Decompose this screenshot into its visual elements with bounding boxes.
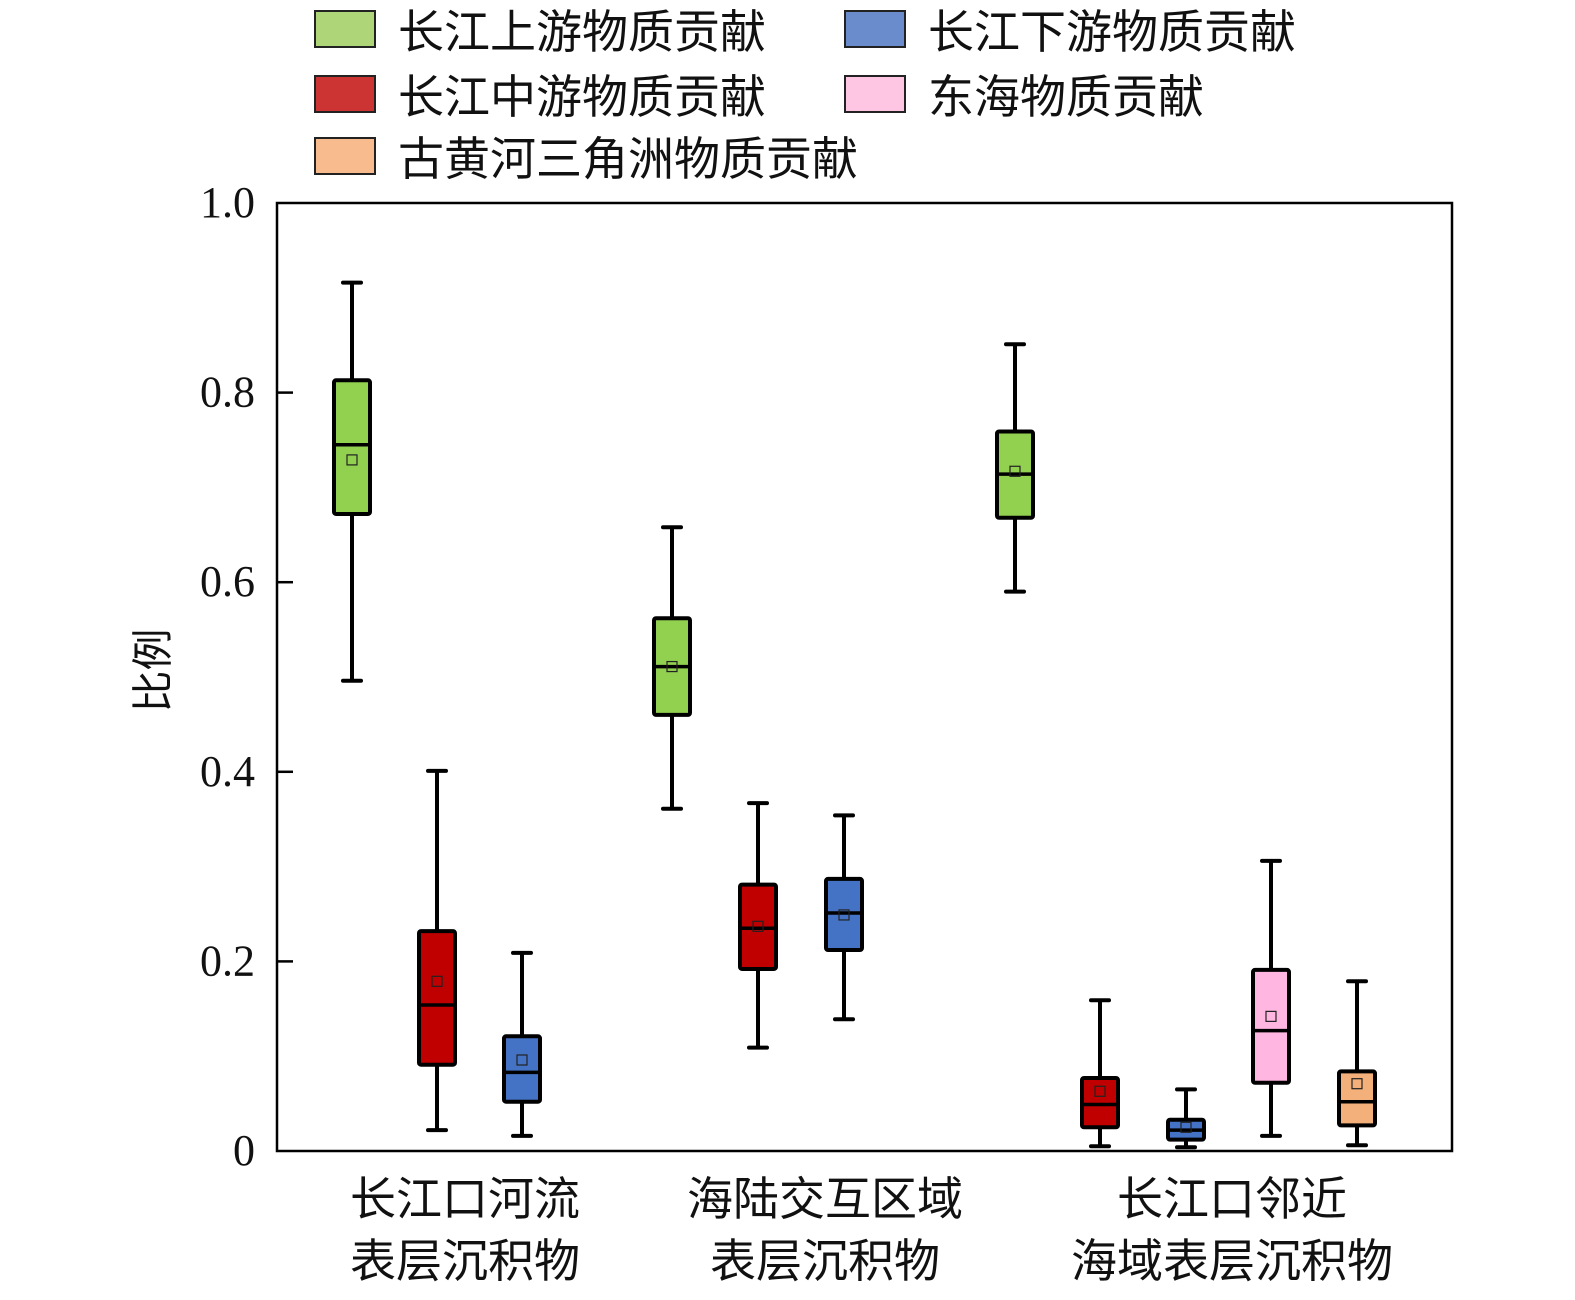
mean-marker [1265, 1010, 1277, 1022]
legend-item-yellow-river: 古黄河三角洲物质贡献 [314, 131, 858, 186]
box [1080, 1076, 1120, 1130]
legend-swatch [844, 75, 906, 113]
mean-marker [1180, 1121, 1192, 1133]
legend-swatch [314, 137, 376, 175]
mean-marker [1351, 1078, 1363, 1090]
box [332, 378, 372, 516]
legend-label: 长江上游物质贡献 [398, 5, 766, 59]
y-axis-label: 比例 [128, 628, 178, 713]
x-label-line: 表层沉积物 [710, 1234, 940, 1288]
box [417, 929, 457, 1067]
y-tick-label: 1.0 [200, 178, 255, 227]
legend-swatch [314, 75, 376, 113]
x-label-line: 长江口河流 [350, 1172, 580, 1226]
x-category-label: 长江口邻近 海域表层沉积物 [1071, 1168, 1393, 1292]
y-tick-label: 0.8 [200, 368, 255, 417]
legend-item-lower: 长江下游物质贡献 [844, 4, 1296, 59]
y-tick-label: 0.2 [200, 936, 255, 985]
x-category-label: 长江口河流 表层沉积物 [350, 1168, 580, 1292]
x-label-line: 海域表层沉积物 [1071, 1234, 1393, 1288]
box [502, 1034, 542, 1104]
y-tick-label: 0.6 [200, 557, 255, 606]
y-tick-label: 0 [233, 1126, 255, 1175]
legend-label: 长江下游物质贡献 [928, 5, 1296, 59]
mean-marker [346, 454, 358, 466]
mean-marker [752, 920, 764, 932]
mean-marker [431, 975, 443, 987]
legend-label: 东海物质贡献 [928, 70, 1204, 124]
legend-item-upper: 长江上游物质贡献 [314, 4, 766, 59]
mean-marker [666, 660, 678, 673]
legend-label: 古黄河三角洲物质贡献 [398, 132, 858, 186]
x-label-line: 表层沉积物 [350, 1234, 580, 1288]
mean-marker [838, 909, 850, 921]
box [1337, 1069, 1377, 1128]
x-label-line: 长江口邻近 [1117, 1172, 1347, 1226]
legend-label: 长江中游物质贡献 [398, 70, 766, 124]
box [1251, 967, 1291, 1085]
y-tick-label: 0.4 [200, 747, 255, 796]
legend-item-east-sea: 东海物质贡献 [844, 69, 1204, 124]
plot-frame [275, 201, 1454, 1153]
legend-swatch [844, 10, 906, 48]
mean-marker [516, 1054, 528, 1066]
legend-item-middle: 长江中游物质贡献 [314, 69, 766, 124]
legend-swatch [314, 10, 376, 48]
mean-marker [1009, 465, 1021, 477]
x-category-label: 海陆交互区域 表层沉积物 [687, 1168, 963, 1292]
x-label-line: 海陆交互区域 [687, 1172, 963, 1226]
mean-marker [1094, 1085, 1106, 1097]
